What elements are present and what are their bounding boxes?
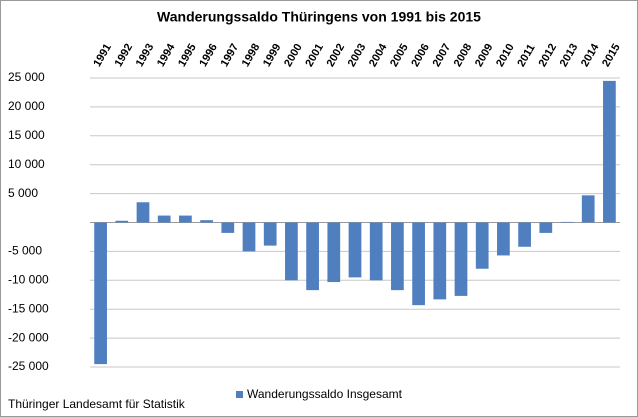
bar (285, 222, 298, 281)
bar (518, 222, 531, 247)
y-tick-label: 5 000 (8, 186, 38, 200)
bar (603, 80, 616, 223)
bar (560, 221, 574, 223)
y-tick-label: -25 000 (8, 359, 49, 373)
bar (412, 222, 425, 306)
bar (221, 222, 235, 233)
bar (136, 202, 150, 223)
y-tick-label: 20 000 (8, 99, 45, 113)
y-tick-label: -10 000 (8, 272, 49, 286)
legend-swatch (236, 391, 243, 398)
bar (94, 222, 107, 365)
bar (454, 222, 468, 296)
y-tick-label: 10 000 (8, 157, 45, 171)
y-tick-label: -15 000 (8, 301, 49, 315)
bar (369, 222, 383, 281)
source-note: Thüringer Landesamt für Statistik (8, 397, 186, 411)
bar (115, 220, 129, 223)
y-tick-label: -20 000 (8, 330, 49, 344)
bar (179, 215, 192, 223)
bar (433, 222, 447, 300)
y-tick-label: 15 000 (8, 128, 45, 142)
bar (263, 222, 277, 246)
bar (327, 222, 341, 283)
bar (497, 222, 510, 256)
bar (475, 222, 489, 269)
bar (242, 222, 256, 252)
chart-title: Wanderungssaldo Thüringens von 1991 bis … (157, 9, 481, 25)
bar (581, 195, 595, 223)
bar (348, 222, 362, 278)
bar (539, 222, 553, 233)
y-tick-label: -5 000 (8, 244, 42, 258)
y-tick-label: 25 000 (8, 70, 45, 84)
bar (391, 222, 404, 291)
bar (200, 220, 213, 223)
bar (157, 215, 171, 223)
legend-label: Wanderungssaldo Insgesamt (247, 387, 403, 401)
bar (306, 222, 319, 291)
